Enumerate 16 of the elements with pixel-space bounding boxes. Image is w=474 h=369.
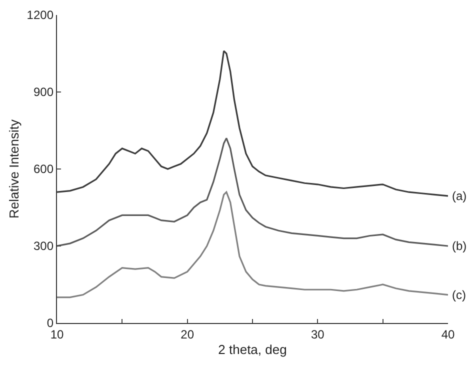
- line-series: [57, 137, 448, 247]
- x-tick-label: 10: [50, 328, 64, 342]
- y-tick-label: 1200: [26, 8, 54, 22]
- x-tick-label: 40: [441, 328, 455, 342]
- line-series: [57, 191, 448, 298]
- x-axis-title: 2 theta, deg: [218, 342, 287, 358]
- y-tick-label: 600: [33, 162, 54, 176]
- series-label: (c): [452, 288, 466, 302]
- series-label: (a): [452, 189, 467, 203]
- y-tick-label: 900: [33, 85, 54, 100]
- y-axis-title: Relative Intensity: [6, 119, 22, 218]
- y-tick-label: 0: [46, 316, 54, 330]
- y-tick-label: 300: [33, 239, 54, 254]
- series-label: (b): [452, 239, 467, 253]
- x-tick-label: 30: [310, 328, 325, 342]
- x-tick-label: 20: [180, 328, 194, 342]
